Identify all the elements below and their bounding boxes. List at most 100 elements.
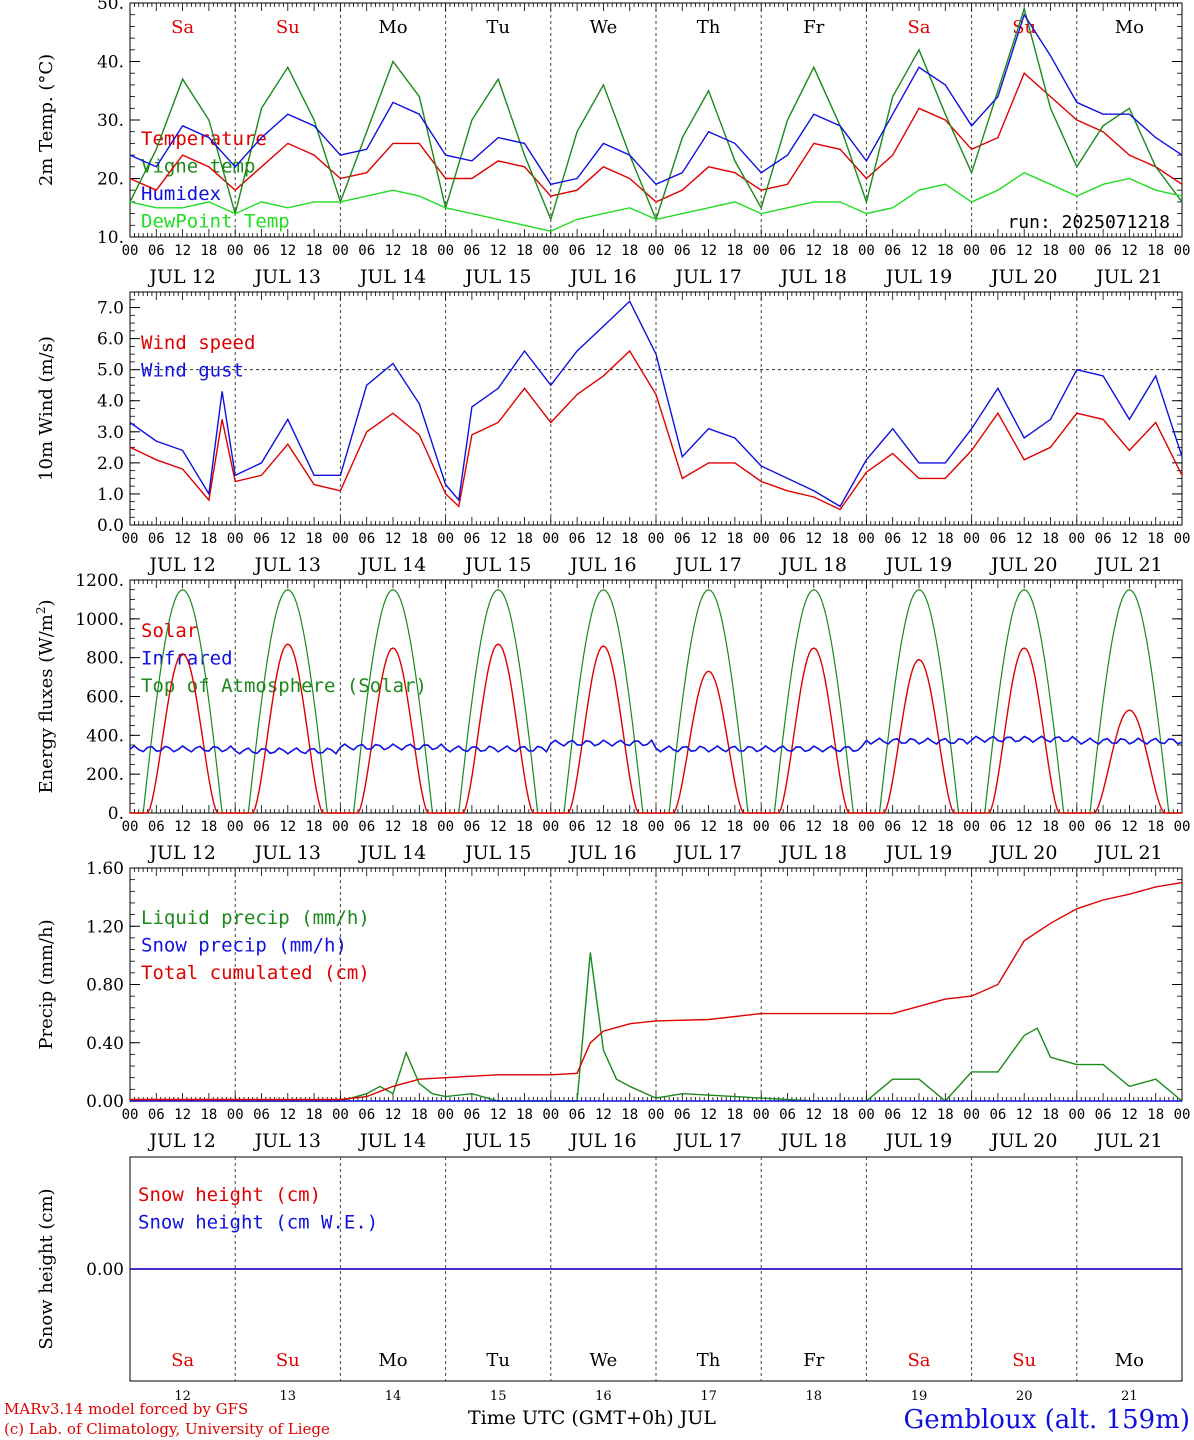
date-label: JUL 15 xyxy=(463,554,531,576)
hour-tick-label: 18 xyxy=(1147,819,1164,835)
hour-tick-label: 18 xyxy=(200,531,217,547)
hour-tick-label: 06 xyxy=(779,819,796,835)
y-tick-label: 4.0 xyxy=(97,392,124,412)
day-name: Th xyxy=(697,17,721,38)
date-label: JUL 19 xyxy=(884,554,952,576)
day-name: Tu xyxy=(486,1350,510,1371)
day-number: 16 xyxy=(595,1389,612,1404)
hour-tick-label: 18 xyxy=(1042,531,1059,547)
legend-entry: Wind speed xyxy=(141,332,255,354)
hour-tick-label: 18 xyxy=(516,243,533,259)
hour-tick-label: 18 xyxy=(411,531,428,547)
date-label: JUL 15 xyxy=(463,842,531,864)
day-name: Sa xyxy=(171,17,194,38)
hour-tick-label: 18 xyxy=(411,819,428,835)
series-liquid-precip-mm-h- xyxy=(129,952,1183,1102)
hour-tick-label: 18 xyxy=(937,819,954,835)
hour-tick-label: 18 xyxy=(832,1107,849,1123)
date-label: JUL 16 xyxy=(568,842,636,864)
date-label: JUL 18 xyxy=(779,842,847,864)
panel-4: 0.00 0.40 0.80 1.20 1.60 Precip (mm/h) 00 06 12 1… xyxy=(36,859,1190,1152)
y-tick-label: 1.20 xyxy=(86,917,124,937)
hour-tick-label: 00 xyxy=(437,243,454,259)
hour-tick-label: 12 xyxy=(911,819,928,835)
hour-tick-label: 06 xyxy=(779,531,796,547)
hour-tick-label: 06 xyxy=(148,243,165,259)
hour-tick-label: 00 xyxy=(963,1107,980,1123)
hour-tick-label: 00 xyxy=(1174,819,1191,835)
hour-tick-label: 12 xyxy=(385,1107,402,1123)
panel-3: 0. 200. 400. 600. 800. 1000. 1200. Energy fluxe… xyxy=(34,571,1190,864)
hour-tick-label: 12 xyxy=(700,243,717,259)
hour-tick-label: 00 xyxy=(753,243,770,259)
hour-tick-label: 18 xyxy=(937,1107,954,1123)
hour-tick-label: 00 xyxy=(858,819,875,835)
x-axis-title: Time UTC (GMT+0h) JUL xyxy=(468,1407,716,1429)
date-label: JUL 21 xyxy=(1094,554,1162,576)
y-tick-label: 0. xyxy=(108,804,124,824)
hour-tick-label: 12 xyxy=(700,1107,717,1123)
day-name: Su xyxy=(276,1350,300,1371)
hour-tick-label: 18 xyxy=(411,243,428,259)
hour-tick-label: 18 xyxy=(1147,531,1164,547)
date-label: JUL 17 xyxy=(673,1130,741,1152)
date-label: JUL 12 xyxy=(147,1130,215,1152)
hour-tick-label: 12 xyxy=(805,819,822,835)
date-label: JUL 17 xyxy=(673,554,741,576)
hour-tick-label: 12 xyxy=(805,243,822,259)
date-label: JUL 13 xyxy=(253,554,321,576)
hour-tick-label: 06 xyxy=(358,531,375,547)
hour-tick-label: 06 xyxy=(569,1107,586,1123)
hour-tick-label: 00 xyxy=(437,819,454,835)
hour-tick-label: 06 xyxy=(674,531,691,547)
hour-tick-label: 12 xyxy=(1016,531,1033,547)
date-label: JUL 13 xyxy=(253,1130,321,1152)
legend-entry: Top of Atmosphere (Solar) xyxy=(141,675,427,697)
hour-tick-label: 12 xyxy=(1016,243,1033,259)
hour-tick-label: 06 xyxy=(989,243,1006,259)
day-number: 15 xyxy=(490,1389,507,1404)
y-tick-label: 20. xyxy=(97,170,124,190)
hour-tick-label: 12 xyxy=(805,531,822,547)
y-axis-title: Precip (mm/h) xyxy=(36,919,57,1049)
hour-tick-label: 18 xyxy=(726,819,743,835)
day-name: Su xyxy=(1012,1350,1036,1371)
day-name: Tu xyxy=(486,17,510,38)
hour-tick-label: 12 xyxy=(279,243,296,259)
date-label: JUL 18 xyxy=(779,266,847,288)
hour-tick-label: 00 xyxy=(753,531,770,547)
y-tick-label: 200. xyxy=(86,765,124,785)
hour-tick-label: 00 xyxy=(963,531,980,547)
day-name: Sa xyxy=(907,1350,930,1371)
y-tick-label: 1000. xyxy=(75,610,124,630)
hour-tick-label: 00 xyxy=(122,531,139,547)
date-label: JUL 18 xyxy=(779,554,847,576)
hour-tick-label: 18 xyxy=(200,1107,217,1123)
day-number: 18 xyxy=(806,1389,823,1404)
hour-tick-label: 00 xyxy=(1068,243,1085,259)
hour-tick-label: 06 xyxy=(569,243,586,259)
legend-entry: Temperature xyxy=(141,128,267,150)
hour-tick-label: 00 xyxy=(542,243,559,259)
run-label: run: 2025071218 xyxy=(1007,212,1170,233)
y-tick-label: 400. xyxy=(86,726,124,746)
hour-tick-label: 18 xyxy=(621,243,638,259)
day-name: Mo xyxy=(1115,17,1144,38)
legend-entry: Vigne temp xyxy=(141,156,255,178)
date-label: JUL 14 xyxy=(358,842,426,864)
hour-tick-label: 18 xyxy=(516,1107,533,1123)
hour-tick-label: 06 xyxy=(1095,1107,1112,1123)
hour-tick-label: 12 xyxy=(911,1107,928,1123)
hour-tick-label: 00 xyxy=(542,531,559,547)
hour-tick-label: 18 xyxy=(1042,1107,1059,1123)
hour-tick-label: 00 xyxy=(332,531,349,547)
hour-tick-label: 12 xyxy=(385,531,402,547)
day-number: 17 xyxy=(700,1389,717,1404)
hour-tick-label: 06 xyxy=(884,819,901,835)
date-label: JUL 13 xyxy=(253,266,321,288)
date-label: JUL 20 xyxy=(989,842,1057,864)
hour-tick-label: 00 xyxy=(437,1107,454,1123)
y-tick-label: 800. xyxy=(86,649,124,669)
hour-tick-label: 12 xyxy=(595,531,612,547)
date-label: JUL 14 xyxy=(358,266,426,288)
